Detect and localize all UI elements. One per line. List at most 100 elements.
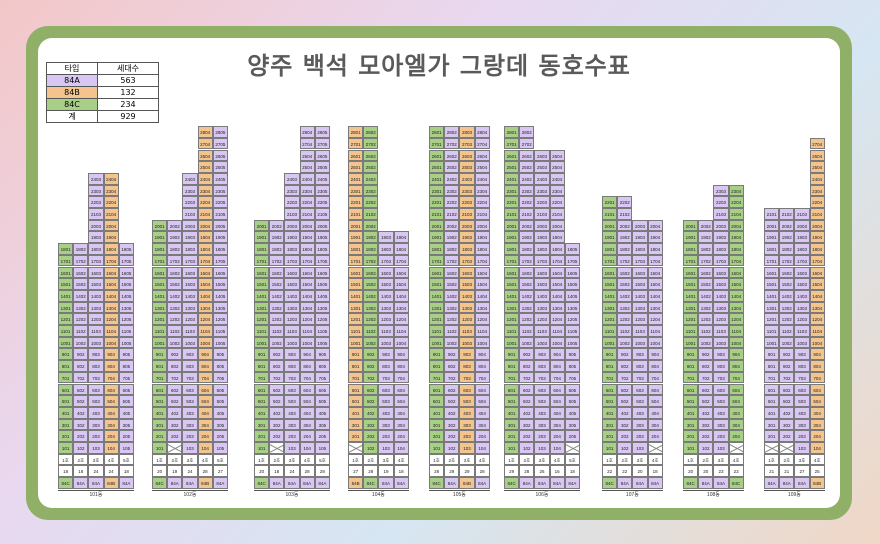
unit-cell: 2704 [809, 137, 825, 150]
unit-cell: 1501 [683, 278, 699, 290]
unit-cell: 1103 [632, 325, 648, 337]
unit-cell: 404 [647, 406, 663, 419]
unit-cell: 404 [103, 406, 119, 419]
unit-cell: 1602 [698, 266, 714, 279]
unit-cell: 2203 [459, 196, 475, 208]
unit-cell: 2004 [197, 219, 213, 232]
unit-cell: 1701 [254, 254, 270, 267]
unit-cell: 203 [713, 430, 729, 442]
unit-cell: 603 [534, 383, 550, 396]
type-label: 84B [103, 477, 119, 489]
unit-cell: 1003 [88, 336, 104, 349]
unit-cell: 1502 [779, 278, 795, 290]
unit-cell: 1604 [549, 266, 565, 279]
unit-cell: 703 [378, 371, 394, 384]
unit-cell: 202 [617, 430, 633, 442]
unit-cell: 302 [519, 418, 535, 431]
line-label: 3호 [459, 453, 475, 466]
unit-cell: 1002 [167, 336, 183, 349]
unit-cell: 702 [363, 371, 379, 384]
unit-cell: 1905 [314, 231, 330, 244]
unit-cell: 1104 [474, 325, 490, 337]
unit-cell: 1201 [504, 313, 520, 325]
unit-cell: 2101 [764, 208, 780, 220]
unit-cell: 901 [683, 348, 699, 361]
unit-cell: 1802 [617, 243, 633, 255]
unit-cell: 103 [713, 442, 729, 454]
floor-count: 27 [348, 465, 364, 478]
unit-cell: 1704 [474, 254, 490, 267]
unit-cell: 504 [393, 395, 409, 407]
unit-cell: 1403 [182, 289, 198, 302]
unit-cell: 1702 [73, 254, 89, 267]
unit-cell: 1204 [197, 313, 213, 325]
unit-cell: 802 [167, 360, 183, 372]
unit-cell: 301 [764, 418, 780, 431]
unit-cell: 1404 [647, 289, 663, 302]
line-label: 5호 [564, 453, 580, 466]
unit-cell: 1303 [378, 301, 394, 314]
unit-cell: 304 [474, 418, 490, 431]
unit-cell: 1102 [519, 325, 535, 337]
unit-cell: 2501 [429, 161, 445, 173]
unit-cell: 602 [167, 383, 183, 396]
unit-cell: 803 [459, 360, 475, 372]
unit-cell: 903 [459, 348, 475, 361]
unit-cell: 1002 [698, 336, 714, 349]
unit-cell: 2704 [299, 137, 315, 150]
unit-cell: 1705 [118, 254, 134, 267]
unit-cell: 1702 [779, 254, 795, 267]
unit-cell: 1102 [617, 325, 633, 337]
unit-cell: 101 [504, 442, 520, 454]
unit-cell: 401 [254, 406, 270, 419]
unit-cell: 103 [534, 442, 550, 454]
unit-cell: 1104 [103, 325, 119, 337]
unit-cell: 104 [393, 442, 409, 454]
unit-cell: 2304 [299, 184, 315, 197]
unit-cell: 2801 [429, 126, 445, 138]
piloti-cell [764, 442, 780, 454]
legend-type: 84A [46, 74, 98, 87]
unit-cell: 1901 [602, 231, 618, 244]
unit-cell: 1903 [284, 231, 300, 244]
unit-cell: 1601 [602, 266, 618, 279]
unit-cell: 1404 [809, 289, 825, 302]
building-name: 107동 [602, 489, 663, 499]
unit-cell: 1801 [348, 243, 364, 255]
unit-cell: 2405 [314, 172, 330, 185]
unit-cell: 702 [519, 371, 535, 384]
unit-cell: 503 [182, 395, 198, 407]
unit-cell: 1501 [602, 278, 618, 290]
unit-cell: 403 [459, 406, 475, 419]
unit-cell: 2701 [348, 137, 364, 150]
floor-count: 28 [197, 465, 213, 478]
unit-cell: 304 [549, 418, 565, 431]
floor-count: 28 [519, 465, 535, 478]
unit-cell: 1402 [779, 289, 795, 302]
unit-cell: 904 [197, 348, 213, 361]
unit-cell: 2601 [429, 149, 445, 162]
unit-cell: 801 [504, 360, 520, 372]
unit-cell: 201 [254, 430, 270, 442]
unit-cell: 2001 [504, 219, 520, 232]
unit-cell: 2304 [474, 184, 490, 197]
unit-cell: 302 [698, 418, 714, 431]
line-label: 1호 [429, 453, 445, 466]
unit-cell: 1202 [779, 313, 795, 325]
unit-cell: 1104 [197, 325, 213, 337]
unit-cell: 1701 [683, 254, 699, 267]
unit-cell: 503 [459, 395, 475, 407]
unit-cell: 1002 [444, 336, 460, 349]
unit-cell: 2003 [182, 219, 198, 232]
unit-cell: 1602 [167, 266, 183, 279]
unit-cell: 304 [809, 418, 825, 431]
unit-cell: 1505 [564, 278, 580, 290]
unit-cell: 602 [363, 383, 379, 396]
unit-cell: 1301 [254, 301, 270, 314]
unit-cell: 1904 [728, 231, 744, 244]
unit-cell: 403 [88, 406, 104, 419]
unit-cell: 1901 [348, 231, 364, 244]
unit-cell: 2303 [534, 184, 550, 197]
unit-cell: 1402 [269, 289, 285, 302]
unit-cell: 2304 [197, 184, 213, 197]
